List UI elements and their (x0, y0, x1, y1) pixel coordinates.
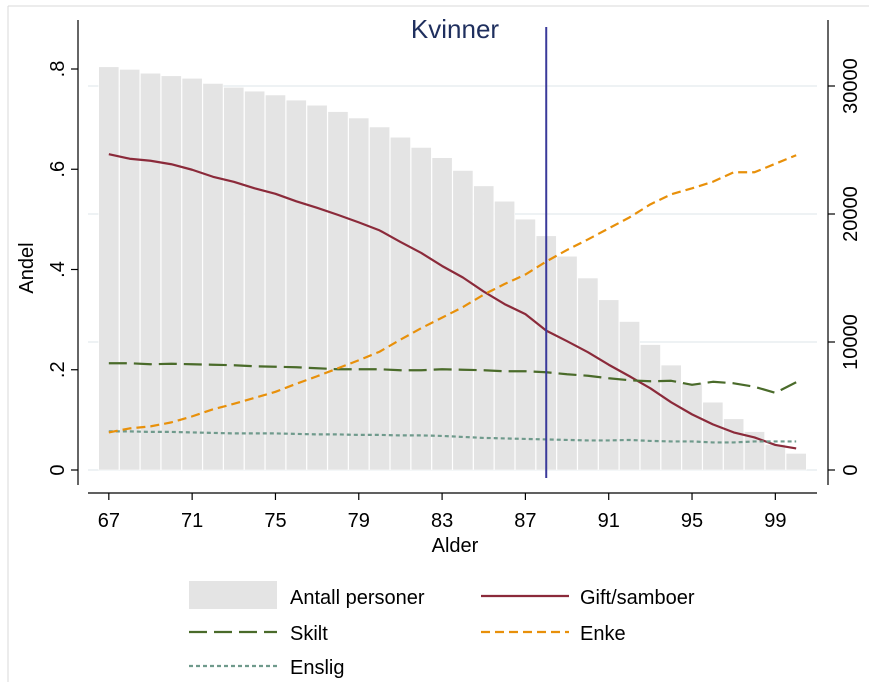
bar-age-72 (202, 83, 224, 471)
x-tick-label: 91 (598, 510, 620, 532)
legend-label-skilt: Skilt (290, 623, 328, 645)
bar-age-67 (98, 66, 120, 471)
legend-label-gift-samboer: Gift/samboer (580, 587, 695, 609)
bar-age-96 (702, 401, 724, 471)
y-tick-label: .4 (47, 261, 69, 278)
bar-age-80 (369, 126, 391, 471)
bar-age-91 (598, 299, 620, 471)
series-line-enke (108, 154, 797, 434)
x-tick-label: 79 (348, 510, 370, 532)
chart-title: Kvinner (411, 14, 499, 44)
bar-age-90 (577, 277, 599, 471)
bar-age-99 (764, 444, 786, 471)
right-y-ticks: 0 10000 20000 30000 (828, 58, 862, 476)
x-tick-label: 83 (431, 510, 453, 532)
y-axis-label: Andel (16, 242, 38, 293)
x-tick-label: 87 (514, 510, 536, 532)
bar-age-95 (681, 382, 703, 471)
bar-age-85 (473, 185, 495, 471)
bar-age-84 (452, 170, 474, 471)
series-lines (108, 153, 797, 450)
series-line-skilt (108, 362, 797, 394)
bar-age-75 (265, 94, 286, 471)
bar-age-94 (660, 364, 682, 471)
x-tick-label: 75 (264, 510, 286, 532)
legend-label-enke: Enke (580, 623, 626, 645)
series-line-enslig (108, 430, 797, 444)
y-tick-label: .8 (47, 61, 69, 78)
bar-age-71 (181, 78, 203, 471)
bar-age-77 (306, 104, 328, 471)
y-tick-label: 0 (47, 464, 69, 475)
bar-age-76 (285, 99, 307, 471)
x-tick-label: 99 (764, 510, 786, 532)
series-line-gift-samboer (108, 153, 797, 450)
bar-age-86 (494, 200, 515, 471)
bar-age-97 (723, 418, 745, 471)
y2-tick-label: 10000 (840, 314, 862, 370)
x-ticks: 67 71 75 79 83 87 91 95 99 (98, 493, 786, 532)
bar-age-74 (244, 90, 266, 471)
x-tick-label: 67 (98, 510, 120, 532)
bar-age-73 (223, 86, 245, 471)
legend: Antall personer Gift/samboer Skilt Enke … (189, 581, 695, 679)
left-y-ticks: 0 .2 .4 .6 .8 (47, 61, 78, 476)
bar-age-100 (785, 453, 807, 471)
x-axis-label: Alder (432, 535, 479, 557)
y2-tick-label: 30000 (840, 58, 862, 114)
y2-tick-label: 20000 (840, 186, 862, 242)
x-tick-label: 95 (681, 510, 703, 532)
legend-label-enslig: Enslig (290, 657, 344, 679)
y-tick-label: .6 (47, 161, 69, 178)
bar-age-87 (514, 218, 536, 471)
bar-age-92 (619, 321, 640, 471)
bar-age-93 (639, 344, 661, 471)
y2-tick-label: 0 (840, 464, 862, 475)
bar-age-79 (348, 117, 370, 471)
bar-age-81 (390, 136, 411, 471)
bar-age-89 (556, 255, 578, 471)
legend-label-antall-personer: Antall personer (290, 587, 425, 609)
legend-swatch-antall-personer (189, 581, 277, 609)
bar-age-69 (140, 72, 161, 471)
bar-age-78 (327, 111, 349, 471)
x-tick-label: 71 (181, 510, 203, 532)
bar-age-82 (410, 147, 432, 471)
bar-age-70 (160, 75, 182, 471)
y-tick-label: .2 (47, 361, 69, 378)
bar-age-83 (431, 157, 453, 471)
bar-age-68 (119, 69, 141, 471)
